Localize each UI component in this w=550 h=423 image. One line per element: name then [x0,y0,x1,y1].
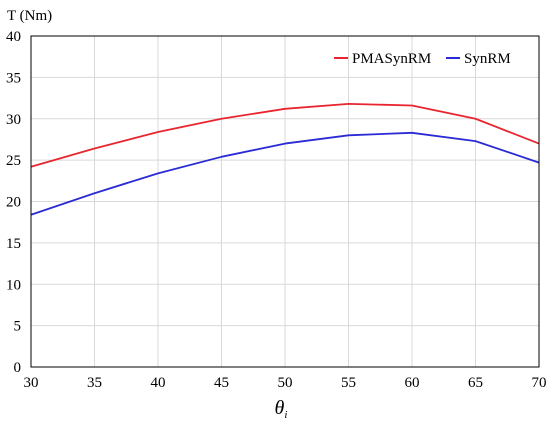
y-tick-label: 30 [6,112,21,128]
x-tick-label: 55 [341,375,356,391]
plot-frame [30,35,540,368]
series-line-pmasynrm [30,102,540,168]
y-tick-label: 20 [6,195,21,211]
x-axis-label-symbol: θ [275,397,285,419]
x-tick-label: 65 [468,375,483,391]
tick-labels: 0 5 10 15 20 25 30 35 40 30 35 40 45 50 55 60 65 70 [6,29,547,391]
x-tick-label: 40 [151,375,166,391]
legend-label-pmasynrm: PMASynRM [352,51,431,67]
y-tick-label: 25 [6,153,21,169]
series-line-synrm [30,131,540,216]
legend: PMASynRM SynRM [334,51,511,67]
y-tick-label: 40 [6,29,21,45]
x-tick-label: 35 [87,375,102,391]
series-lines [30,102,540,216]
x-tick-label: 45 [214,375,229,391]
y-tick-label: 35 [6,70,21,86]
grid [30,35,540,368]
y-tick-label: 15 [6,236,21,252]
x-tick-label: 50 [278,375,293,391]
x-axis-label: θi [275,397,288,421]
x-tick-label: 70 [532,375,547,391]
legend-label-synrm: SynRM [464,51,511,67]
x-axis-label-subscript: i [284,409,287,421]
x-tick-label: 60 [405,375,420,391]
x-tick-label: 30 [24,375,39,391]
y-tick-label: 0 [14,360,22,376]
y-axis-label: T (Nm) [7,8,52,24]
y-tick-label: 10 [6,277,21,293]
y-tick-label: 5 [14,319,22,335]
